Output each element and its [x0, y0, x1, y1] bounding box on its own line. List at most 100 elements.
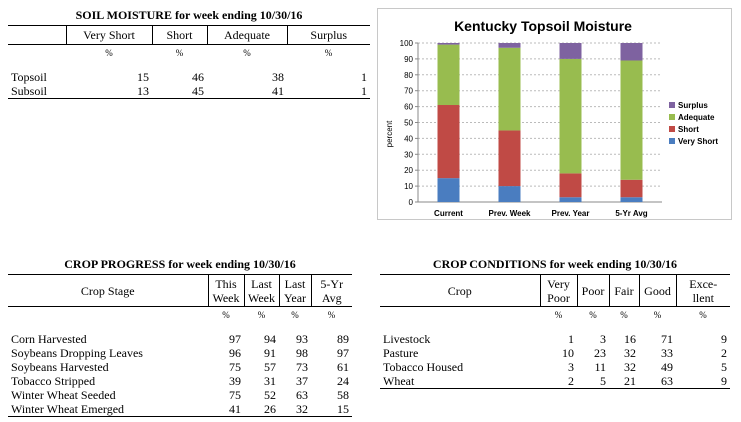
x-tick-label: Prev. Year	[552, 209, 590, 218]
cell: 98	[296, 346, 308, 360]
cell: 5	[721, 360, 727, 374]
cell: 91	[264, 346, 276, 360]
bar-segment	[559, 173, 582, 198]
crop-progress-table: Crop Stage This Week Last Week Last Year 5-…	[8, 274, 352, 417]
cell: 3	[568, 360, 574, 374]
cell: 10	[562, 346, 574, 360]
cell: 73	[296, 360, 308, 374]
legend-label: Very Short	[678, 137, 718, 146]
progress-col-header: Last Week	[243, 274, 280, 307]
condition-unit-cell: %	[699, 309, 707, 320]
y-tick-label: 100	[400, 39, 414, 48]
row-label: Corn Harvested	[11, 332, 87, 346]
x-tick-label: 5-Yr Avg	[615, 209, 647, 218]
row-label: Winter Wheat Emerged	[11, 402, 125, 416]
y-tick-label: 70	[404, 87, 413, 96]
chart-svg: Kentucky Topsoil Moisture percent 0 10 20 3…	[385, 18, 718, 218]
bar-segment	[498, 130, 521, 187]
condition-col-header: Exce-llent	[675, 274, 730, 307]
cell: 32	[624, 360, 636, 374]
progress-col-header: Last Year	[278, 274, 312, 307]
cell: 38	[272, 70, 284, 84]
cell: 2	[721, 346, 727, 360]
table-row: Subsoil 13 45 41 1	[8, 84, 370, 99]
soil-unit-cell: %	[105, 47, 113, 58]
y-tick-label: 30	[404, 150, 413, 159]
cell: 96	[229, 346, 241, 360]
row-label: Subsoil	[11, 84, 48, 98]
cell: 75	[229, 360, 241, 374]
condition-unit-cell: %	[653, 309, 662, 320]
y-tick-label: 80	[404, 71, 413, 80]
cell: 23	[594, 346, 606, 360]
condition-col-header: Poor	[576, 274, 610, 307]
cell: 31	[264, 374, 276, 388]
row-label: Pasture	[383, 346, 419, 360]
cell: 32	[624, 346, 636, 360]
progress-unit-cell: %	[291, 309, 299, 320]
cell: 94	[264, 332, 276, 346]
legend-swatch	[669, 126, 675, 132]
cell: 15	[137, 70, 149, 84]
bar-segment	[498, 47, 521, 131]
condition-unit-cell: %	[620, 309, 628, 320]
table-row: Tobacco Stripped 39 31 37 24	[8, 374, 352, 388]
cell: 39	[229, 374, 241, 388]
cell: 24	[337, 374, 349, 388]
table-row: Pasture 10 23 32 33 2	[380, 346, 730, 360]
row-label: Wheat	[383, 374, 415, 388]
progress-unit-cell: %	[222, 309, 230, 320]
bar-segment	[498, 186, 521, 202]
soil-col-header: Surplus	[286, 25, 370, 45]
bar-segment	[437, 105, 460, 179]
cell: 32	[296, 402, 308, 416]
cell: 1	[568, 332, 574, 346]
cell: 93	[296, 332, 308, 346]
soil-unit-cell: %	[175, 47, 184, 58]
row-label: Livestock	[383, 332, 431, 346]
table-row: Winter Wheat Seeded 75 52 63 58	[8, 388, 352, 402]
legend-label: Surplus	[678, 101, 708, 110]
y-tick-label: 20	[404, 166, 413, 175]
cell: 9	[721, 374, 727, 388]
y-tick-label: 60	[404, 103, 413, 112]
cell: 16	[624, 332, 636, 346]
cell: 97	[337, 346, 349, 360]
condition-col-header: Good	[638, 274, 677, 307]
legend-swatch	[669, 114, 675, 120]
bar-segment	[437, 178, 460, 202]
cell: 33	[661, 346, 673, 360]
legend-swatch	[669, 138, 675, 144]
cell: 15	[337, 402, 349, 416]
soil-col-header: Adequate	[206, 25, 288, 45]
cell: 37	[296, 374, 308, 388]
table-row: Corn Harvested 97 94 93 89	[8, 332, 352, 346]
bar-segment	[620, 197, 643, 202]
table-row: Livestock 1 3 16 71 9	[380, 332, 730, 346]
progress-unit-cell: %	[327, 309, 336, 320]
y-tick-label: 10	[404, 182, 413, 191]
table-row: Soybeans Dropping Leaves 96 91 98 97	[8, 346, 352, 360]
cell: 26	[264, 402, 276, 416]
table-row: Soybeans Harvested 75 57 73 61	[8, 360, 352, 374]
cell: 89	[337, 332, 349, 346]
condition-col-header: Fair	[608, 274, 640, 307]
bar-segment	[559, 43, 582, 59]
legend-label: Adequate	[678, 113, 715, 122]
cell: 1	[361, 70, 367, 84]
cell: 5	[600, 374, 606, 388]
cell: 61	[337, 360, 349, 374]
table-row: Wheat 2 5 21 63 9	[380, 374, 730, 389]
progress-col-header: This Week	[207, 274, 245, 307]
row-label: Tobacco Housed	[383, 360, 464, 374]
row-label: Tobacco Stripped	[11, 374, 96, 388]
cell: 63	[661, 374, 673, 388]
soil-col-header: Short	[151, 25, 208, 45]
progress-unit-cell: %	[257, 309, 266, 320]
cell: 71	[661, 332, 673, 346]
soil-col-header: Very Short	[65, 25, 153, 45]
cell: 21	[624, 374, 636, 388]
y-tick-label: 50	[404, 119, 413, 128]
bar-segment	[498, 43, 521, 48]
cell: 58	[337, 388, 349, 402]
